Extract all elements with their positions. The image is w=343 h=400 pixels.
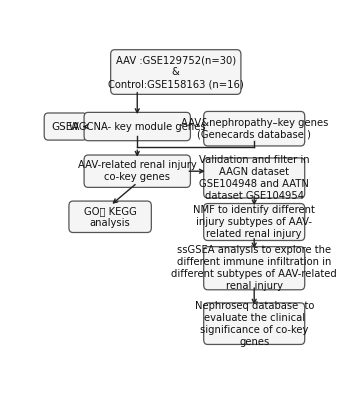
Text: AAV-related renal injury
co-key genes: AAV-related renal injury co-key genes [78,160,197,182]
FancyBboxPatch shape [84,112,190,141]
FancyBboxPatch shape [44,113,87,140]
FancyBboxPatch shape [204,247,305,290]
Text: AAV :GSE129752(n=30)
&
Control:GSE158163 (n=16): AAV :GSE129752(n=30) & Control:GSE158163… [108,55,244,89]
Text: NMF to identify different
injury subtypes of AAV-
related renal injury: NMF to identify different injury subtype… [193,205,315,239]
Text: Validation and filter in
AAGN dataset
GSE104948 and AATN
dataset GSE104954: Validation and filter in AAGN dataset GS… [199,155,309,201]
Text: ssGSEA analysis to explore the
different immune infiltration in
different subtyp: ssGSEA analysis to explore the different… [172,245,337,291]
FancyBboxPatch shape [111,50,241,94]
Text: GO， KEGG
analysis: GO， KEGG analysis [84,206,137,228]
Text: Nephroseq database  to
evaluate the clinical
significance of co-key
genes: Nephroseq database to evaluate the clini… [194,301,314,347]
FancyBboxPatch shape [69,201,151,232]
FancyBboxPatch shape [204,158,305,198]
FancyBboxPatch shape [84,155,190,187]
Text: WGCNA- key module genes: WGCNA- key module genes [69,122,205,132]
FancyBboxPatch shape [204,112,305,146]
FancyBboxPatch shape [204,204,305,240]
Text: AAV&nephropathy–key genes
(Genecards database ): AAV&nephropathy–key genes (Genecards dat… [180,118,328,140]
FancyBboxPatch shape [204,303,305,344]
Text: GSEA: GSEA [51,122,80,132]
